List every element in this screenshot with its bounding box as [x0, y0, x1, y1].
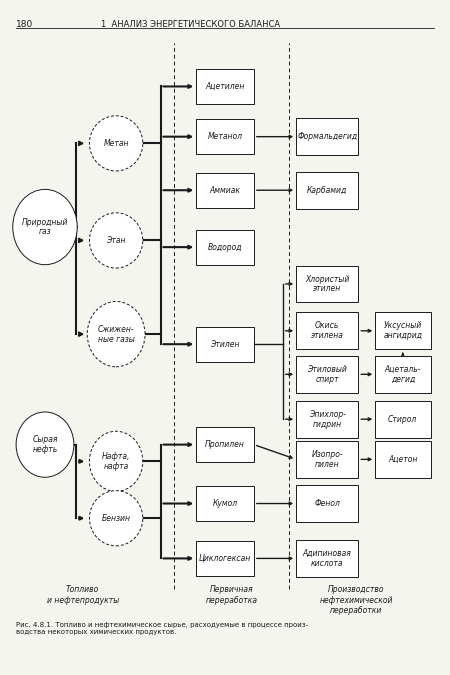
Text: Бензин: Бензин	[102, 514, 130, 522]
Text: Стирол: Стирол	[388, 414, 418, 424]
Bar	[296, 172, 358, 209]
Bar	[296, 401, 358, 437]
Text: Ацеталь-
дегид: Ацеталь- дегид	[385, 365, 421, 383]
Bar	[196, 486, 254, 521]
Text: 180: 180	[16, 20, 33, 28]
Text: Циклогексан: Циклогексан	[199, 554, 251, 563]
Text: Изопро-
пилен: Изопро- пилен	[311, 450, 343, 468]
Bar	[196, 427, 254, 462]
Text: Этилен: Этилен	[210, 340, 240, 349]
Text: Ацетилен: Ацетилен	[205, 82, 245, 91]
Text: Этиловый
спирт: Этиловый спирт	[307, 365, 347, 383]
Ellipse shape	[87, 302, 145, 367]
Bar	[375, 313, 431, 349]
Text: Окись
этилена: Окись этилена	[311, 321, 344, 340]
Text: Фенол: Фенол	[314, 499, 340, 508]
Text: Этан: Этан	[106, 236, 126, 245]
Text: Водород: Водород	[208, 242, 242, 252]
Ellipse shape	[16, 412, 74, 477]
Bar	[296, 118, 358, 155]
Bar	[196, 173, 254, 208]
Bar	[196, 327, 254, 362]
Text: Ацетон: Ацетон	[388, 455, 418, 464]
Bar	[296, 441, 358, 478]
Ellipse shape	[13, 190, 77, 265]
Bar	[375, 401, 431, 437]
Text: Нафта,
нафта: Нафта, нафта	[102, 452, 130, 470]
Text: Аммиак: Аммиак	[210, 186, 240, 194]
Text: Первичная
переработка: Первичная переработка	[206, 585, 258, 605]
Bar	[196, 119, 254, 154]
Text: 1  АНАЛИЗ ЭНЕРГЕТИЧЕСКОГО БАЛАНСА: 1 АНАЛИЗ ЭНЕРГЕТИЧЕСКОГО БАЛАНСА	[100, 20, 280, 28]
Text: Эпихлор-
гидрин: Эпихлор- гидрин	[309, 410, 346, 429]
Bar	[375, 441, 431, 478]
Bar	[296, 313, 358, 349]
Text: Производство
нефтехимической
переработки: Производство нефтехимической переработки	[320, 585, 393, 615]
Ellipse shape	[90, 213, 143, 268]
Text: Кумол: Кумол	[212, 499, 238, 508]
Ellipse shape	[90, 115, 143, 171]
Text: Рис. 4.8.1. Топливо и нефтехимическое сырье, расходуемые в процессе произ-
водст: Рис. 4.8.1. Топливо и нефтехимическое сы…	[16, 622, 308, 635]
Text: Адипиновая
кислота: Адипиновая кислота	[303, 549, 351, 568]
Text: Сырая
нефть: Сырая нефть	[32, 435, 58, 454]
Text: Уксусный
ангидрид: Уксусный ангидрид	[383, 321, 422, 340]
Ellipse shape	[90, 491, 143, 546]
Ellipse shape	[90, 431, 143, 491]
Text: Хлористый
этилен: Хлористый этилен	[305, 275, 349, 294]
Bar	[296, 356, 358, 393]
Text: Метан: Метан	[104, 139, 129, 148]
Bar	[196, 541, 254, 576]
Bar	[196, 230, 254, 265]
Text: Метанол: Метанол	[207, 132, 243, 141]
Text: Топливо
и нефтепродукты: Топливо и нефтепродукты	[47, 585, 119, 605]
Text: Формальдегид: Формальдегид	[297, 132, 357, 141]
Text: Пропилен: Пропилен	[205, 440, 245, 449]
Bar	[375, 356, 431, 393]
Text: Сжижен-
ные газы: Сжижен- ные газы	[98, 325, 135, 344]
Bar	[196, 69, 254, 104]
Bar	[296, 485, 358, 522]
Bar	[296, 540, 358, 577]
Bar	[296, 265, 358, 302]
Text: Природный
газ: Природный газ	[22, 218, 68, 236]
Text: Карбамид: Карбамид	[307, 186, 347, 194]
